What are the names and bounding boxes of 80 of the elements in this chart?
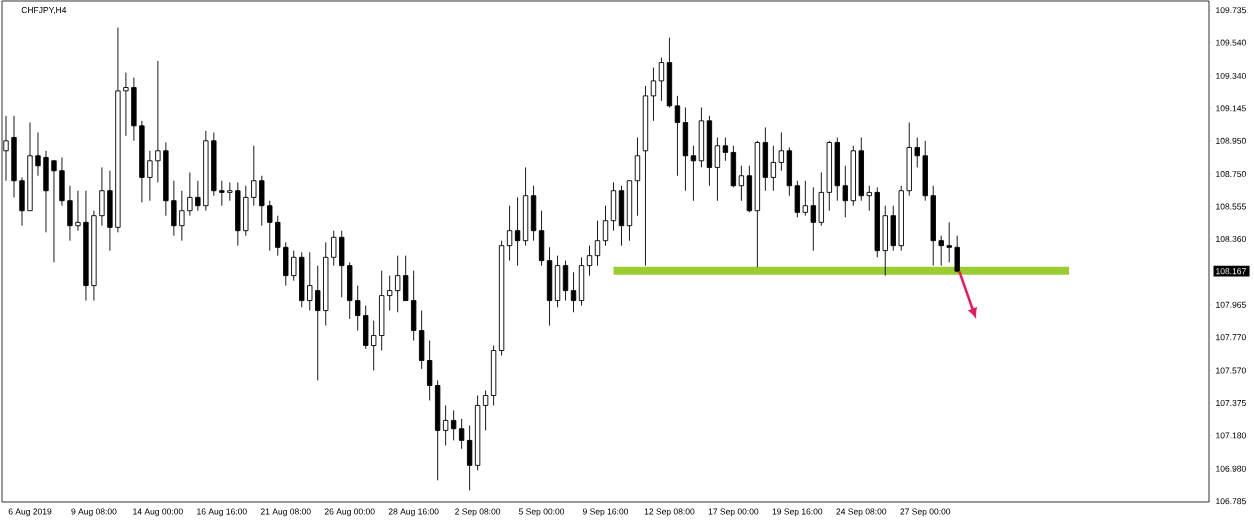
- y-tick-label: 108.555: [1216, 203, 1246, 210]
- x-tick-label: 27 Sep 00:00: [900, 508, 951, 517]
- candlestick: [51, 160, 57, 263]
- candlestick: [586, 245, 593, 277]
- candlestick: [842, 165, 848, 218]
- y-tick-label: 108.750: [1216, 171, 1246, 178]
- candlestick: [514, 196, 521, 267]
- y-tick-label: 107.375: [1216, 399, 1246, 406]
- candlestick: [658, 57, 665, 102]
- candlestick: [954, 235, 960, 273]
- candlestick: [387, 275, 393, 312]
- candlestick: [195, 180, 201, 212]
- candlestick: [187, 171, 193, 217]
- candlestick: [690, 145, 697, 202]
- x-tick-label: 2 Sep 08:00: [455, 508, 501, 517]
- candlestick: [450, 409, 457, 441]
- candlestick: [594, 220, 601, 267]
- candlestick: [650, 67, 657, 122]
- y-tick-label: 109.145: [1216, 105, 1246, 112]
- y-tick-label: 109.735: [1216, 7, 1246, 14]
- candlestick: [738, 165, 745, 202]
- candlestick: [602, 205, 609, 247]
- candlestick: [458, 418, 465, 450]
- candlestick: [394, 255, 401, 313]
- y-tick-label: 107.570: [1216, 367, 1246, 374]
- y-tick-label: 108.950: [1216, 137, 1246, 144]
- x-tick-label: 14 Aug 00:00: [133, 508, 183, 517]
- candlestick: [938, 235, 944, 267]
- candlestick: [155, 60, 161, 183]
- candlestick: [482, 390, 489, 431]
- candlestick: [802, 180, 809, 217]
- candlestick: [770, 145, 777, 192]
- candlestick: [75, 190, 81, 232]
- y-tick-label: 108.167: [1216, 268, 1246, 275]
- candlestick: [722, 137, 729, 162]
- x-tick-label: 16 Aug 16:00: [197, 508, 247, 517]
- x-tick-label: 12 Sep 08:00: [644, 508, 695, 517]
- candlestick: [251, 145, 257, 207]
- x-tick-label: 9 Aug 08:00: [71, 508, 117, 517]
- candlestick: [179, 190, 185, 242]
- candlestick: [315, 265, 321, 381]
- y-tick-label: 106.785: [1216, 498, 1246, 505]
- x-tick-label: 19 Sep 16:00: [772, 508, 823, 517]
- y-tick-label: 107.965: [1216, 301, 1246, 308]
- candlestick: [946, 221, 952, 263]
- candlestick: [371, 320, 377, 371]
- candlestick: [291, 250, 297, 282]
- candlestick: [506, 205, 513, 262]
- x-tick-label: 17 Sep 00:00: [708, 508, 759, 517]
- x-tick-label: 24 Sep 08:00: [836, 508, 887, 517]
- candlestick: [307, 251, 313, 312]
- candlestick: [219, 180, 225, 207]
- candlestick: [914, 137, 920, 168]
- y-tick-label: 106.980: [1216, 465, 1246, 472]
- candlestick: [227, 181, 233, 202]
- y-tick-label: 108.360: [1216, 236, 1246, 243]
- y-tick-label: 109.540: [1216, 39, 1246, 46]
- candlestick: [810, 186, 817, 252]
- candlestick: [778, 132, 785, 172]
- x-tick-label: 5 Sep 00:00: [518, 508, 565, 517]
- candlestick: [331, 230, 337, 267]
- candlestick: [442, 405, 449, 446]
- y-tick-label: 107.770: [1216, 334, 1246, 341]
- y-tick-label: 107.180: [1216, 432, 1246, 439]
- candlestick: [866, 185, 872, 212]
- x-tick-label: 28 Aug 16:00: [388, 508, 439, 517]
- y-tick-label: 109.340: [1216, 72, 1246, 79]
- candlestick: [570, 271, 577, 313]
- text: CHFJPY,H4: [21, 7, 67, 15]
- x-tick-label: 6 Aug 2019: [8, 508, 52, 517]
- x-tick-label: 26 Aug 00:00: [324, 508, 375, 517]
- candlestick: [267, 200, 273, 252]
- x-tick-label: 9 Sep 16:00: [582, 508, 629, 517]
- candlestick: [674, 95, 681, 177]
- candlestick: [123, 72, 129, 137]
- x-tick-label: 21 Aug 08:00: [260, 508, 311, 517]
- candlestick: [355, 285, 361, 331]
- candlestick: [714, 137, 721, 202]
- candlestick: [35, 132, 41, 177]
- candlestick: [147, 150, 153, 202]
